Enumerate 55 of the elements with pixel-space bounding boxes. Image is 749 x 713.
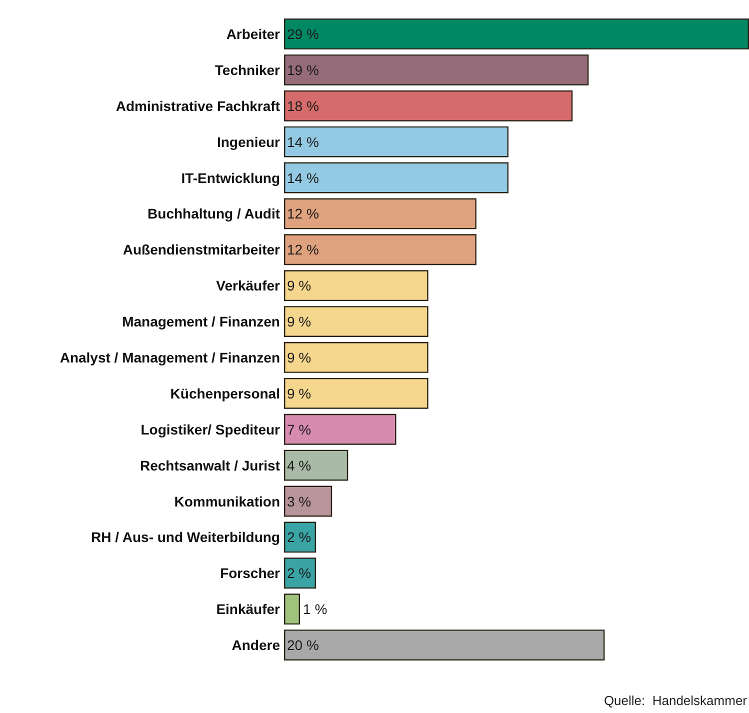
source-note: Quelle: Handelskammer [604,693,748,708]
data-label: 9 % [287,349,312,366]
data-label: 9 % [287,278,312,294]
bar [284,90,573,122]
y-tick-label: Forscher [220,565,281,582]
bar [284,486,332,517]
data-label: 20 % [287,637,319,654]
data-label: 29 % [287,26,319,42]
bar [284,198,476,230]
y-tick-label: Kommunikation [174,493,280,510]
y-tick-label: Logistiker/ Spediteur [140,421,281,438]
data-label: 3 % [287,493,312,510]
data-label: 14 % [287,134,319,150]
y-tick-label: Management / Finanzen [122,314,280,330]
bar [284,270,428,302]
data-label: 7 % [287,421,312,438]
bar [284,522,316,553]
bar [284,162,508,194]
bar [284,54,589,86]
bar [284,342,428,373]
data-label: 18 % [287,98,319,114]
y-tick-label: Verkäufer [216,278,281,294]
data-label: 1 % [303,601,328,618]
bar [284,630,605,660]
bar [284,594,300,625]
data-label: 4 % [287,457,312,474]
bar [284,450,348,481]
y-tick-label: Techniker [214,62,281,78]
y-tick-label: Außendienstmitarbeiter [122,242,281,258]
data-label: 2 % [287,565,312,582]
y-tick-label: Analyst / Management / Finanzen [60,349,280,366]
data-label: 9 % [287,385,312,402]
data-label: 9 % [287,314,312,330]
y-tick-label: Andere [232,637,280,654]
bar [284,378,428,409]
bar [284,126,508,158]
data-label: 19 % [287,62,319,78]
data-label: 14 % [287,170,319,186]
y-tick-label: Rechtsanwalt / Jurist [140,457,280,474]
y-tick-label: Arbeiter [226,26,281,42]
y-tick-label: Einkäufer [216,601,281,618]
y-tick-label: Küchenpersonal [170,385,280,402]
y-tick-label: Ingenieur [216,134,281,150]
data-label: 12 % [287,242,319,258]
bar [284,558,316,589]
bar [284,306,428,337]
y-tick-label: Buchhaltung / Audit [148,206,280,222]
bar [284,414,396,445]
data-label: 12 % [287,206,319,222]
y-tick-label: IT-Entwicklung [181,170,280,186]
y-tick-label: RH / Aus- und Weiterbildung [91,529,280,546]
data-label: 2 % [287,529,312,546]
bar [284,18,749,50]
y-tick-label: Administrative Fachkraft [116,98,280,114]
bar [284,234,476,266]
